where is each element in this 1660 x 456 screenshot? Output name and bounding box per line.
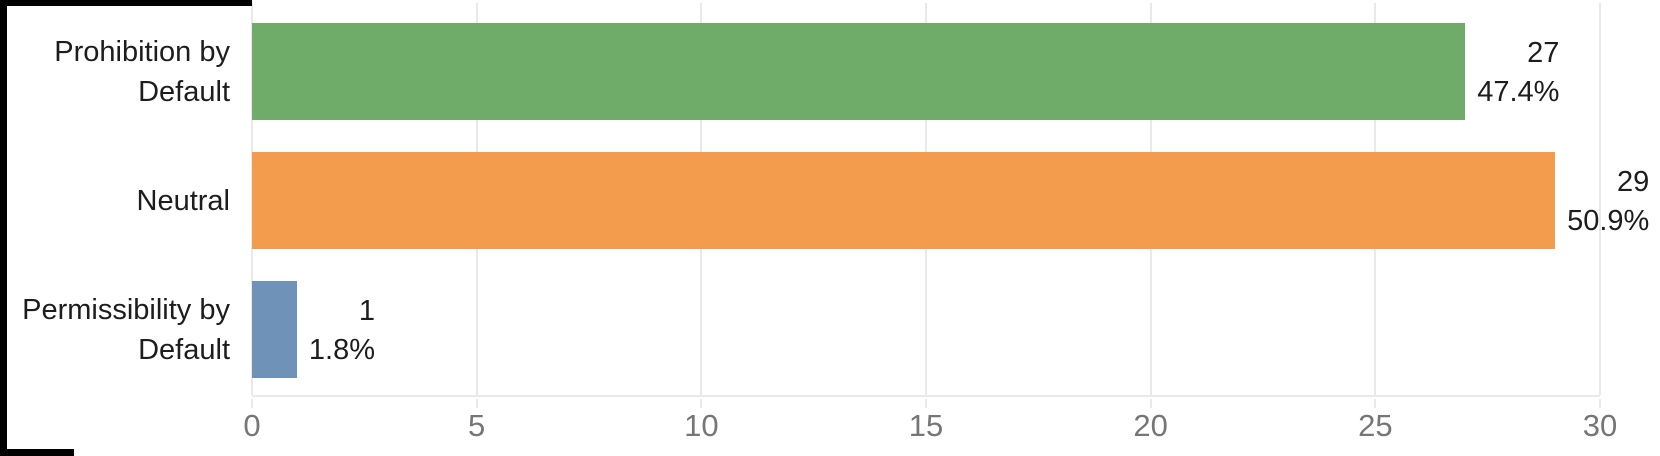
bar-value-label: 27 47.4% [1477,37,1560,108]
x-axis-tick-label-15: 15 [908,408,944,443]
category-label-neutral: Neutral [136,184,231,217]
bar-prohibition-by-default[interactable] [252,23,1466,120]
category-label-prohibition-by-default: Prohibition by Default [54,35,230,108]
x-axis-tick-mark [925,399,927,408]
x-axis-tick-label-5: 5 [468,408,486,443]
x-axis-tick-mark [251,399,253,408]
x-axis-tick-mark [475,399,478,408]
screenshot-border-top-left [0,0,252,6]
category-label-permissibility-by-default: Permissibility by Default [22,293,230,366]
x-axis-tick-label-20: 20 [1133,408,1168,443]
x-axis-tick-mark [1374,399,1377,408]
x-axis-tick-mark [1599,399,1601,408]
x-axis-tick-label-10: 10 [684,408,719,443]
x-axis-tick-mark [1149,399,1152,408]
bar-permissibility-by-default[interactable] [252,281,297,378]
x-axis-tick-label-0: 0 [243,408,261,443]
x-axis-tick-mark [700,399,703,408]
bar-neutral[interactable] [252,152,1556,249]
gridline-x-30 [1599,3,1601,395]
bar-value-label: 1 1.8% [308,295,376,366]
x-axis-tick-label-30: 30 [1582,408,1618,443]
plot-area [251,0,1601,397]
x-axis-tick-label-25: 25 [1358,408,1393,443]
screenshot-border-left [0,0,7,456]
bar-value-label: 29 50.9% [1567,166,1650,237]
screenshot-border-bottom-left [0,449,74,456]
